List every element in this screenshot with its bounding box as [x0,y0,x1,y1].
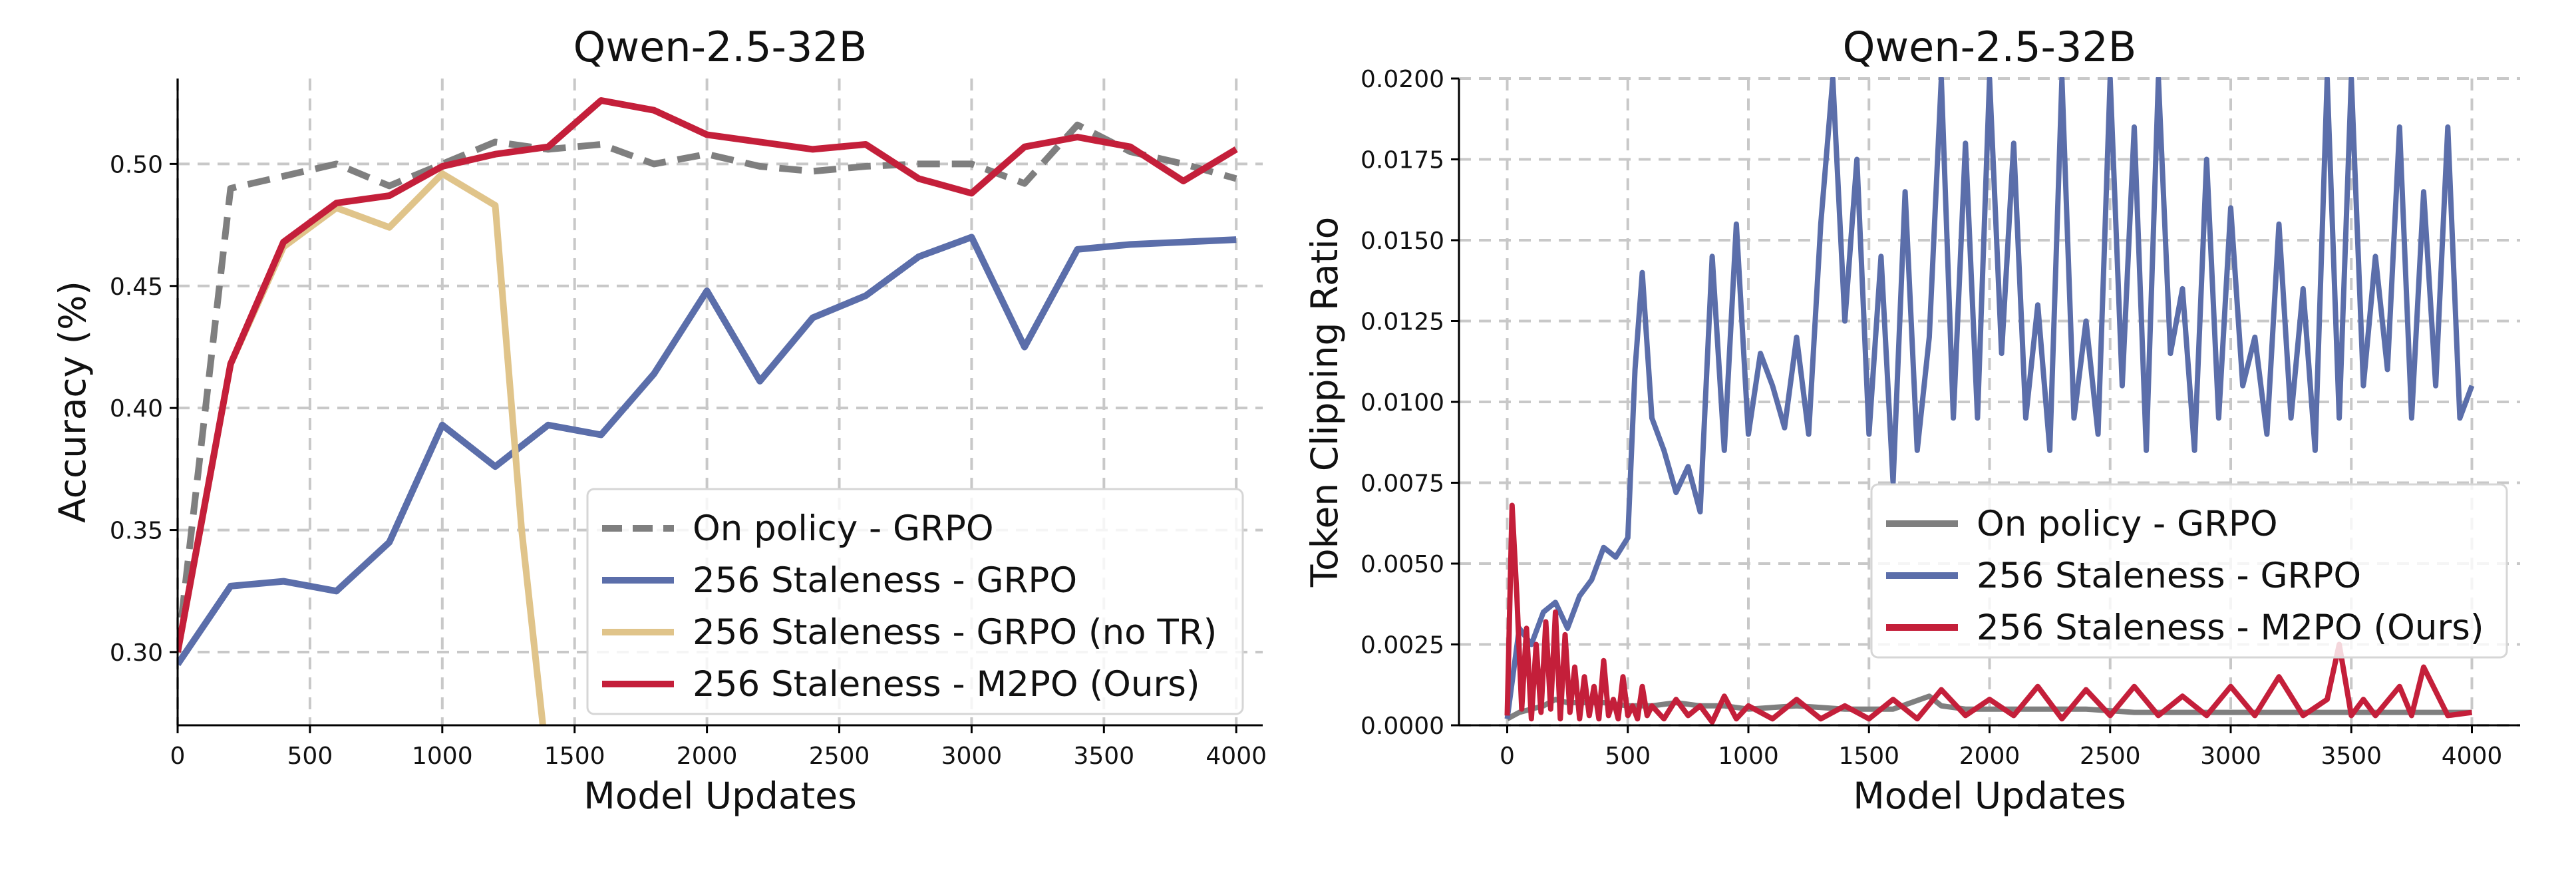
x-tick-label: 2500 [2080,743,2141,770]
x-tick-label: 3500 [1074,743,1135,770]
series-line-256-staleness-m2po-ours [1504,502,2473,725]
series-line-256-staleness-grpo-no-tr [178,170,546,725]
y-tick-label: 0.0050 [1361,551,1444,578]
series-line-256-staleness-grpo [178,234,1237,667]
legend: On policy - GRPO 256 Staleness - GRPO 256 … [586,488,1244,715]
y-axis-label: Accuracy (%) [51,281,94,523]
y-tick-label: 0.0200 [1361,66,1444,93]
x-tick-label: 3500 [2321,743,2382,770]
legend: On policy - GRPO 256 Staleness - GRPO 256 … [1870,483,2508,659]
x-tick-label: 2500 [809,743,870,770]
x-tick-label: 2000 [677,743,738,770]
series-line-256-staleness-grpo [1504,77,2475,719]
x-tick-label: 1500 [544,743,605,770]
x-tick-label: 1500 [1838,743,1899,770]
chart-title: Qwen-2.5-32B [1843,23,2137,71]
x-tick-label: 4000 [2442,743,2503,770]
y-tick-label: 0.40 [110,395,163,423]
x-tick-label: 3000 [2200,743,2261,770]
series-line-on-policy-grpo [178,121,1237,653]
legend-box [586,488,1244,715]
y-tick-label: 0.0125 [1361,309,1444,336]
x-tick-label: 1000 [412,743,473,770]
y-tick-label: 0.30 [110,639,163,667]
legend-label: 256 Staleness - GRPO [693,560,1077,601]
y-tick-label: 0.50 [110,151,163,178]
x-tick-label: 1000 [1718,743,1779,770]
y-tick-label: 0.0175 [1361,147,1444,174]
x-tick-label: 2000 [1959,743,2020,770]
legend-label: 256 Staleness - M2PO (Ours) [693,664,1200,705]
x-tick-label: 3000 [941,743,1003,770]
y-tick-label: 0.0000 [1361,713,1444,740]
y-axis-label: Token Clipping Ratio [1303,217,1346,588]
series-line-256-staleness-m2po-ours [178,97,1238,653]
x-tick-label: 4000 [1206,743,1267,770]
x-axis-label: Model Updates [583,775,856,817]
x-tick-label: 500 [287,743,333,770]
x-tick-label: 500 [1605,743,1651,770]
y-tick-label: 0.0025 [1361,632,1444,659]
y-tick-label: 0.0100 [1361,389,1444,417]
legend-label: 256 Staleness - GRPO (no TR) [693,612,1217,653]
chart-1: 0 500 1000 1500 2000 2500 3000 3500 4000 0.30 0.35… [51,23,1267,817]
legend-label: On policy - GRPO [693,508,994,549]
y-tick-label: 0.0150 [1361,228,1444,255]
chart-title: Qwen-2.5-32B [573,23,868,71]
x-tick-label: 0 [1500,743,1515,770]
chart-2: 0 500 1000 1500 2000 2500 3000 3500 4000 0.0000 0.… [1303,23,2520,817]
legend-label: On policy - GRPO [1977,504,2278,544]
y-tick-label: 0.45 [110,273,163,301]
x-axis-label: Model Updates [1853,775,2126,817]
legend-label: 256 Staleness - M2PO (Ours) [1977,608,2484,648]
legend-box [1870,483,2508,659]
legend-label: 256 Staleness - GRPO [1977,556,2361,596]
x-tick-label: 0 [170,743,186,770]
y-tick-label: 0.0075 [1361,470,1444,498]
y-tick-label: 0.35 [110,518,163,545]
